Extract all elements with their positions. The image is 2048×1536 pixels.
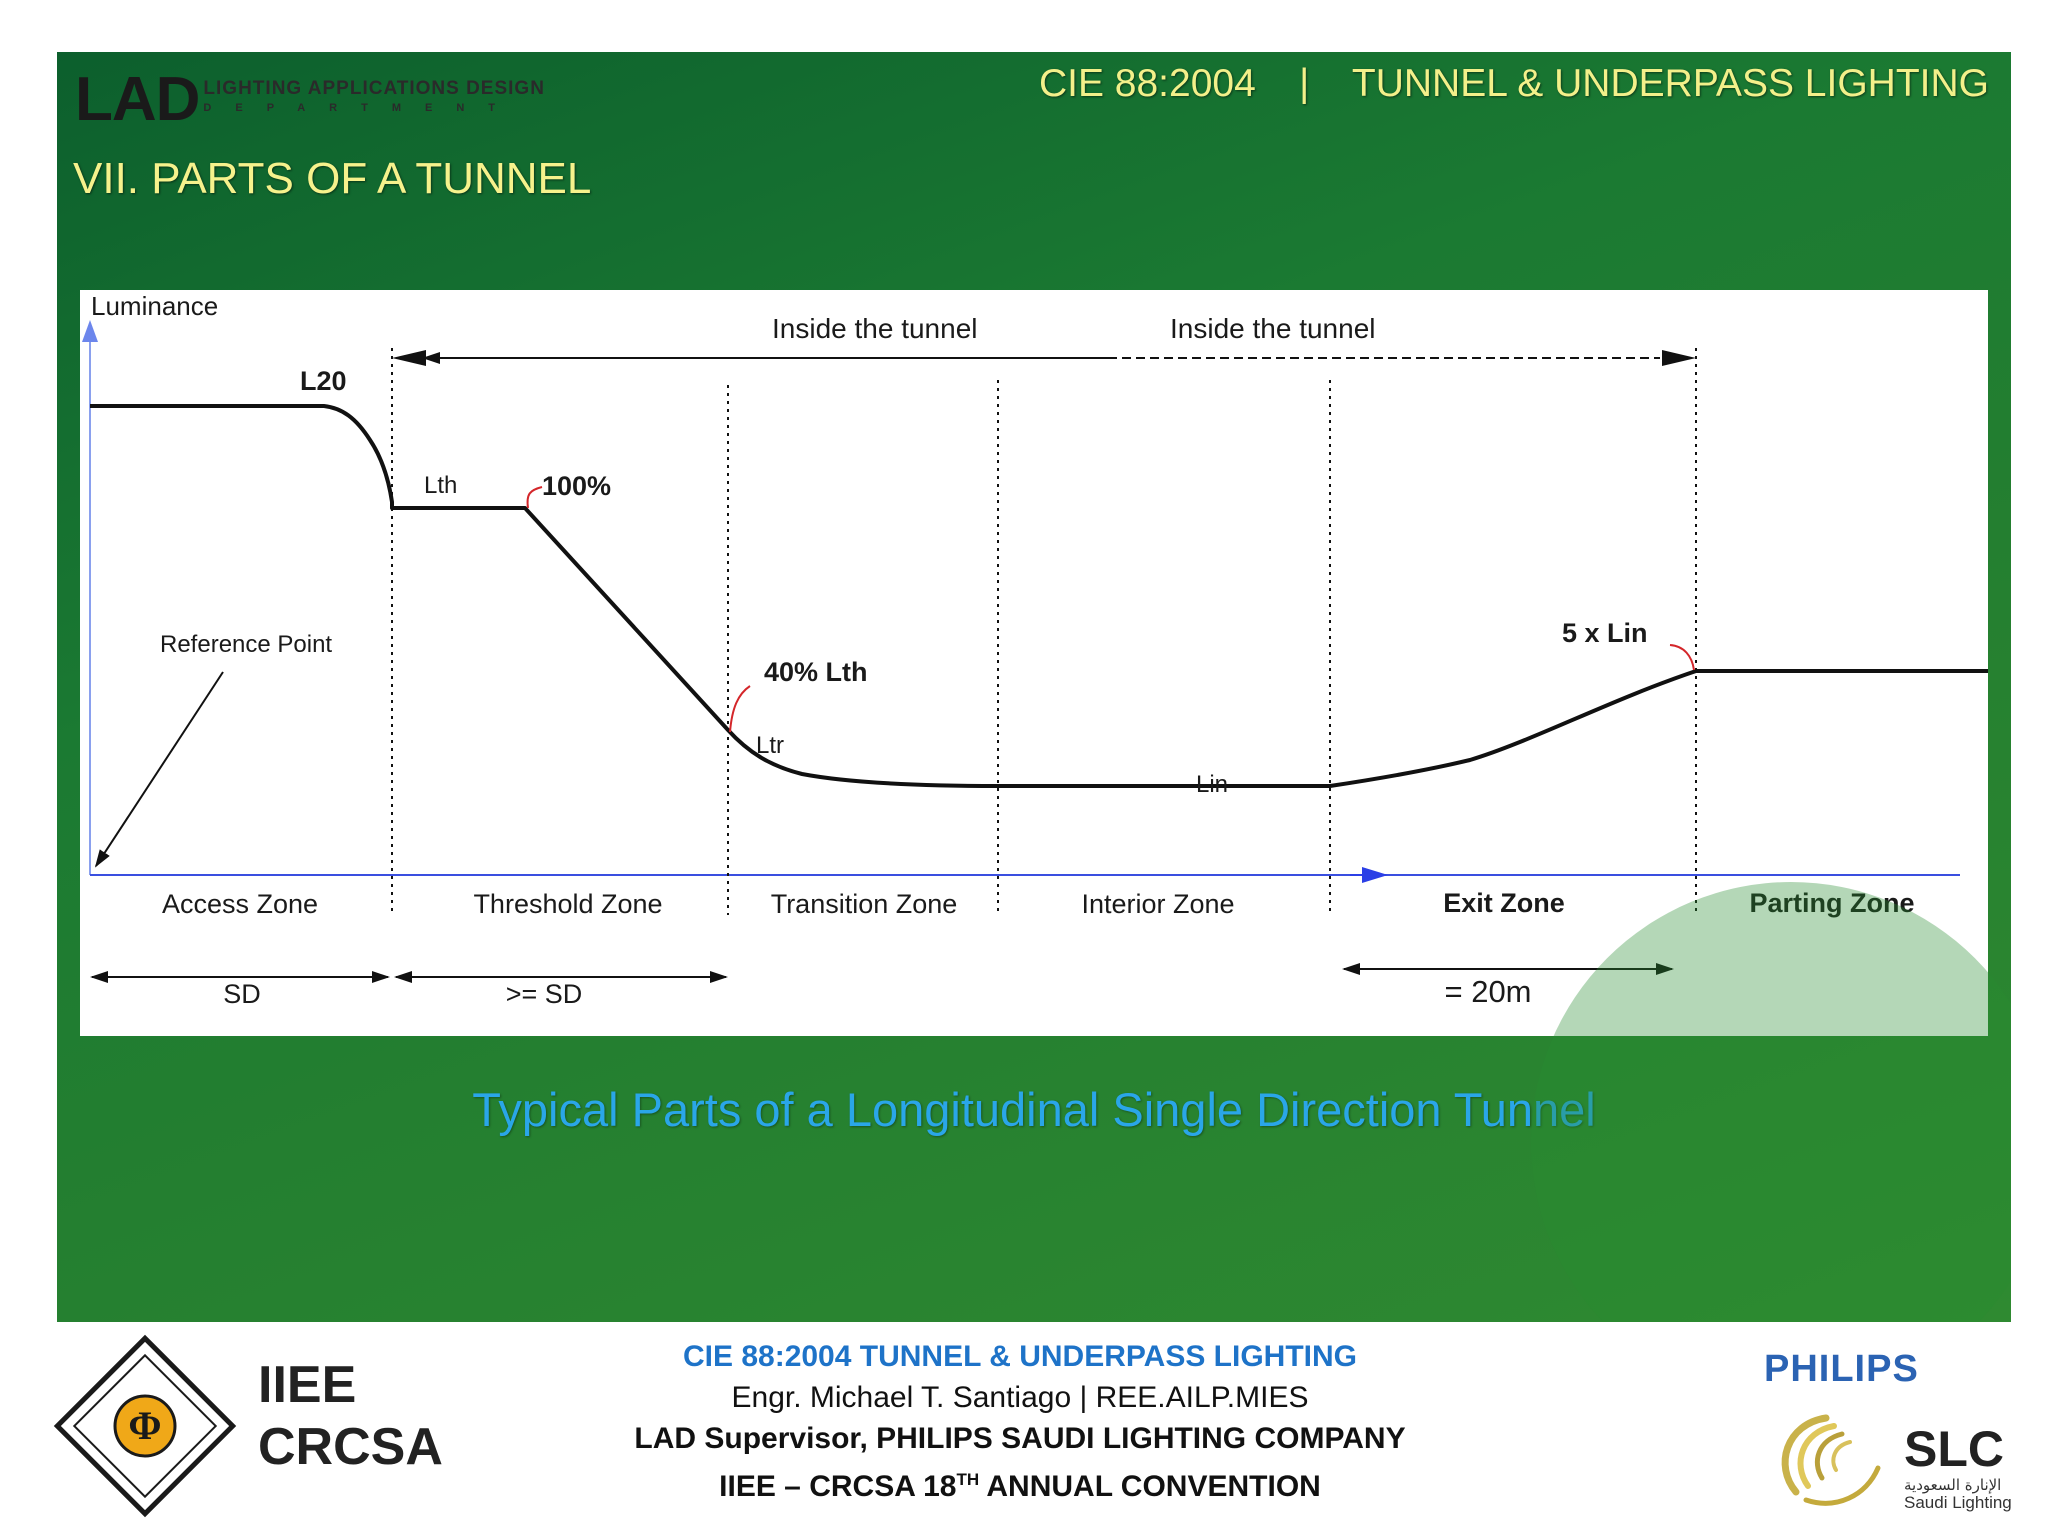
ltr-label: Ltr: [756, 732, 784, 759]
zone-label-parting: Parting Zone: [1749, 888, 1914, 918]
logo-subtitle: LIGHTING APPLICATIONS DESIGN DEPARTMENT: [203, 78, 545, 114]
five-lin-label: 5 x Lin: [1562, 618, 1648, 648]
pct40-label: 40% Lth: [764, 657, 868, 687]
slc-letters: SLC: [1904, 1421, 2004, 1477]
ge-sd-label: >= SD: [506, 979, 583, 1009]
footer-center: CIE 88:2004 TUNNEL & UNDERPASS LIGHTING …: [560, 1336, 1480, 1507]
pct100-label: 100%: [542, 471, 611, 501]
reference-point-label: Reference Point: [160, 631, 332, 658]
org-line2: CRCSA: [258, 1418, 443, 1476]
inside-span-arrow-right-icon: [1662, 350, 1696, 366]
zone-label-interior: Interior Zone: [1081, 889, 1234, 919]
sd-label: SD: [223, 979, 261, 1009]
lth-label: Lth: [424, 472, 457, 499]
slc-arabic: الإنارة السعودية: [1904, 1476, 2001, 1494]
footer-author: Engr. Michael T. Santiago | REE.AILP.MIE…: [731, 1381, 1309, 1414]
figure-caption: Typical Parts of a Longitudinal Single D…: [472, 1083, 1596, 1136]
slide-background: LAD LIGHTING APPLICATIONS DESIGN DEPARTM…: [57, 52, 2011, 1322]
y-axis-arrow-icon: [82, 320, 98, 342]
tunnel-diagram: Luminance Inside the tunnel Inside the t…: [80, 290, 1988, 1036]
logo-line1: LIGHTING APPLICATIONS DESIGN: [203, 78, 545, 99]
section-title: VII. PARTS OF A TUNNEL: [73, 154, 592, 203]
footer: Φ IIEE CRCSA CIE 88:2004 TUNNEL & UNDERP…: [0, 1322, 2048, 1536]
logo-line2: DEPARTMENT: [203, 102, 519, 114]
l20-label: L20: [300, 366, 347, 396]
reference-point-arrow: [94, 671, 224, 868]
inside-label-right: Inside the tunnel: [1170, 313, 1376, 344]
lin-label: Lin: [1196, 771, 1228, 798]
luminance-curve: [90, 404, 1988, 788]
lad-logo: LAD LIGHTING APPLICATIONS DESIGN DEPARTM…: [75, 68, 545, 132]
header-title: CIE 88:2004 | TUNNEL & UNDERPASS LIGHTIN…: [1038, 62, 1989, 105]
svg-text:Φ: Φ: [128, 1403, 161, 1448]
pct40-leader: [729, 685, 751, 733]
footer-role: LAD Supervisor, PHILIPS SAUDI LIGHTING C…: [634, 1422, 1406, 1455]
zone-label-threshold: Threshold Zone: [473, 889, 662, 919]
iiee-seal-icon: Φ: [53, 1334, 237, 1518]
five-lin-leader: [1669, 644, 1695, 671]
footer-event: IIEE – CRCSA 18TH ANNUAL CONVENTION: [560, 1459, 1480, 1507]
inside-label-left: Inside the tunnel: [772, 313, 978, 344]
philips-logo: PHILIPS: [1764, 1348, 1919, 1390]
org-name: IIEE CRCSA: [258, 1354, 443, 1478]
footer-title: CIE 88:2004 TUNNEL & UNDERPASS LIGHTING: [682, 1340, 1358, 1373]
pct100-leader: [526, 486, 543, 509]
slc-logo-icon: SLC الإنارة السعودية Saudi Lighting: [1781, 1414, 2012, 1512]
zone-label-access: Access Zone: [162, 889, 318, 919]
footer-event-end: ANNUAL CONVENTION: [979, 1470, 1321, 1503]
tunnel-diagram-svg: Luminance Inside the tunnel Inside the t…: [82, 291, 1988, 1009]
y-axis-label: Luminance: [91, 291, 218, 321]
slc-sub: Saudi Lighting: [1904, 1493, 2012, 1512]
twenty-m-label: = 20m: [1444, 974, 1531, 1009]
footer-event-start: IIEE – CRCSA 18: [719, 1470, 957, 1503]
logo-mark: LAD: [75, 65, 200, 134]
inside-span-arrow-left-icon: [392, 350, 426, 366]
org-line1: IIEE: [258, 1356, 357, 1414]
zone-label-exit: Exit Zone: [1443, 888, 1565, 918]
zone-label-transition: Transition Zone: [771, 889, 958, 919]
footer-event-sup: TH: [956, 1470, 980, 1489]
